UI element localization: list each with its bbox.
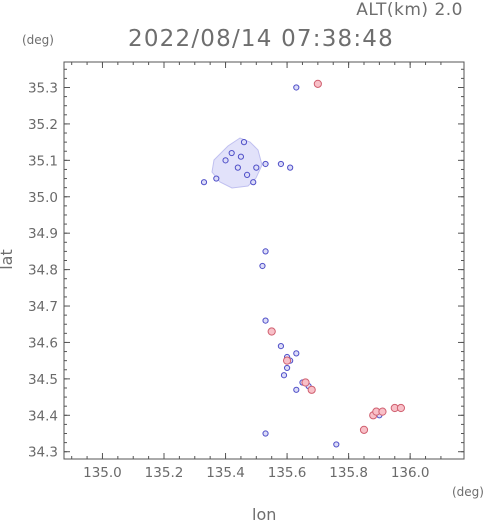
altitude-label: ALT(km) 2.0 [356, 0, 463, 20]
plot-frame [63, 61, 465, 460]
y-tick-label: 34.4 [28, 408, 58, 424]
pink-echo-point [396, 403, 406, 413]
x-tick-label: 135.6 [268, 465, 307, 481]
y-tick-label: 34.8 [28, 263, 58, 279]
blue-echo-point [287, 164, 294, 171]
y-tick-label: 34.3 [28, 445, 58, 461]
blue-echo-point [262, 317, 269, 324]
blue-echo-point [237, 153, 245, 160]
pink-echo-point [359, 425, 369, 434]
y-tick-label: 34.6 [28, 335, 58, 351]
x-tick-label: 135.4 [206, 465, 245, 481]
blue-echo-point [283, 364, 291, 372]
y-tick-label: 34.5 [28, 372, 58, 388]
x-tick-label: 135.0 [83, 465, 122, 481]
pink-echo-point [282, 356, 292, 365]
pink-echo-point [307, 385, 316, 394]
timestamp-title: 2022/08/14 07:38:48 [128, 26, 394, 52]
y-tick-label: 35.3 [28, 80, 58, 96]
blue-echo-point [243, 171, 251, 179]
pink-echo-point [267, 327, 276, 336]
x-unit-label: (deg) [452, 485, 484, 499]
y-tick-label: 34.9 [28, 226, 58, 242]
x-tick-label: 136.0 [391, 465, 430, 481]
blue-echo-point [262, 248, 269, 255]
blue-echo-point [277, 342, 285, 350]
pink-echo-point [313, 79, 322, 88]
blue-echo-point [280, 372, 288, 379]
x-axis-label: lon [252, 505, 277, 524]
x-tick-label: 135.8 [329, 465, 368, 481]
blue-echo-point [234, 164, 241, 171]
blue-echo-point [253, 164, 260, 171]
blue-echo-point [277, 160, 285, 168]
blue-echo-point [293, 350, 300, 357]
blue-echo-point [228, 149, 235, 157]
blue-echo-point [222, 157, 229, 164]
y-unit-label: (deg) [22, 33, 54, 47]
blue-echo-point [262, 160, 269, 168]
blue-echo-point [200, 179, 208, 186]
blue-echo-point [240, 139, 248, 146]
y-tick-label: 35.1 [28, 153, 58, 169]
x-tick-label: 135.2 [145, 465, 184, 481]
blue-echo-point [293, 386, 300, 393]
blue-echo-point [250, 179, 257, 186]
y-tick-label: 35.2 [28, 117, 58, 133]
y-tick-label: 34.7 [28, 299, 58, 315]
blue-echo-point [333, 441, 340, 448]
pink-echo-point [301, 378, 310, 387]
pink-echo-point [378, 407, 387, 416]
blue-echo-point [262, 430, 269, 437]
blue-echo-point [293, 84, 300, 91]
y-tick-label: 35.0 [28, 190, 58, 206]
blue-echo-point [213, 175, 220, 182]
blue-echo-point [259, 262, 266, 270]
